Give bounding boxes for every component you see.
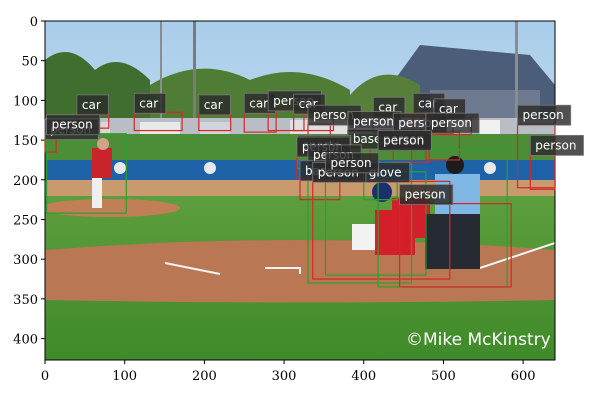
detection-label-background (133, 92, 167, 114)
detection-label-background (377, 130, 432, 152)
detection-label-text: car (204, 98, 223, 112)
detection-label-text: person (535, 138, 576, 152)
detection-label-text: car (378, 100, 397, 114)
detection-label-text: car (139, 96, 158, 110)
x-tick-label: 500 (431, 369, 456, 384)
y-tick-label: 100 (13, 94, 38, 109)
axes-frame (44, 20, 556, 361)
y-tick-label: 250 (13, 213, 38, 228)
detection-label-text: person (52, 118, 93, 132)
detection-label-background (425, 112, 480, 134)
x-tick-label: 200 (192, 369, 217, 384)
watermark: ©Mike McKinstry (406, 330, 551, 350)
detection-label: person (425, 112, 480, 134)
detection-label-text: person (405, 188, 446, 202)
detection-label-text: person (331, 156, 372, 170)
detection-label-text: car (418, 96, 437, 110)
detection-label-background (325, 152, 380, 174)
detection-labels: carcarcarcarpersoncarcarcarcarpersonpers… (44, 90, 584, 205)
detection-label: person (46, 114, 101, 136)
detection-label: person (377, 130, 432, 152)
y-tick-label: 400 (13, 333, 38, 348)
detection-label-text: person (383, 134, 424, 148)
detection-label-text: person (523, 108, 564, 122)
detection-label: person (399, 184, 454, 205)
x-tick-label: 100 (112, 369, 137, 384)
y-axis: 0 50 100 150 200 250 300 350 400 (13, 15, 45, 348)
baseball-photo (45, 21, 555, 360)
y-tick-label: 0 (30, 15, 38, 30)
detection-label-text: person (353, 115, 394, 129)
detection-label: car (76, 94, 109, 116)
y-tick-label: 150 (13, 134, 38, 149)
y-tick-label: 50 (21, 55, 38, 70)
detection-label-background (46, 114, 101, 136)
detection-label-text: person (313, 108, 354, 122)
x-tick-label: 300 (272, 369, 297, 384)
detection-label-background (517, 104, 572, 126)
detection-box (399, 202, 512, 288)
detection-label-background (198, 94, 231, 116)
detection-label-background (529, 134, 584, 156)
detection-label-text: car (249, 96, 268, 110)
detection-label-background (399, 184, 454, 205)
y-tick-label: 350 (13, 293, 38, 308)
y-tick-label: 300 (13, 253, 38, 268)
x-axis: 0 100 200 300 400 500 600 (41, 360, 536, 384)
detection-label-text: person (431, 116, 472, 130)
x-tick-label: 400 (351, 369, 376, 384)
y-tick-label: 200 (13, 174, 38, 189)
detection-label: person (325, 152, 380, 174)
detection-label: car (133, 92, 167, 114)
x-tick-label: 0 (41, 369, 49, 384)
detection-label: car (198, 94, 231, 116)
detection-label-text: car (82, 98, 101, 112)
detection-label: person (529, 134, 584, 156)
detection-label: person (517, 104, 572, 126)
x-tick-label: 600 (511, 369, 536, 384)
detection-label: person (347, 111, 402, 132)
detection-label-text: car (439, 102, 458, 116)
